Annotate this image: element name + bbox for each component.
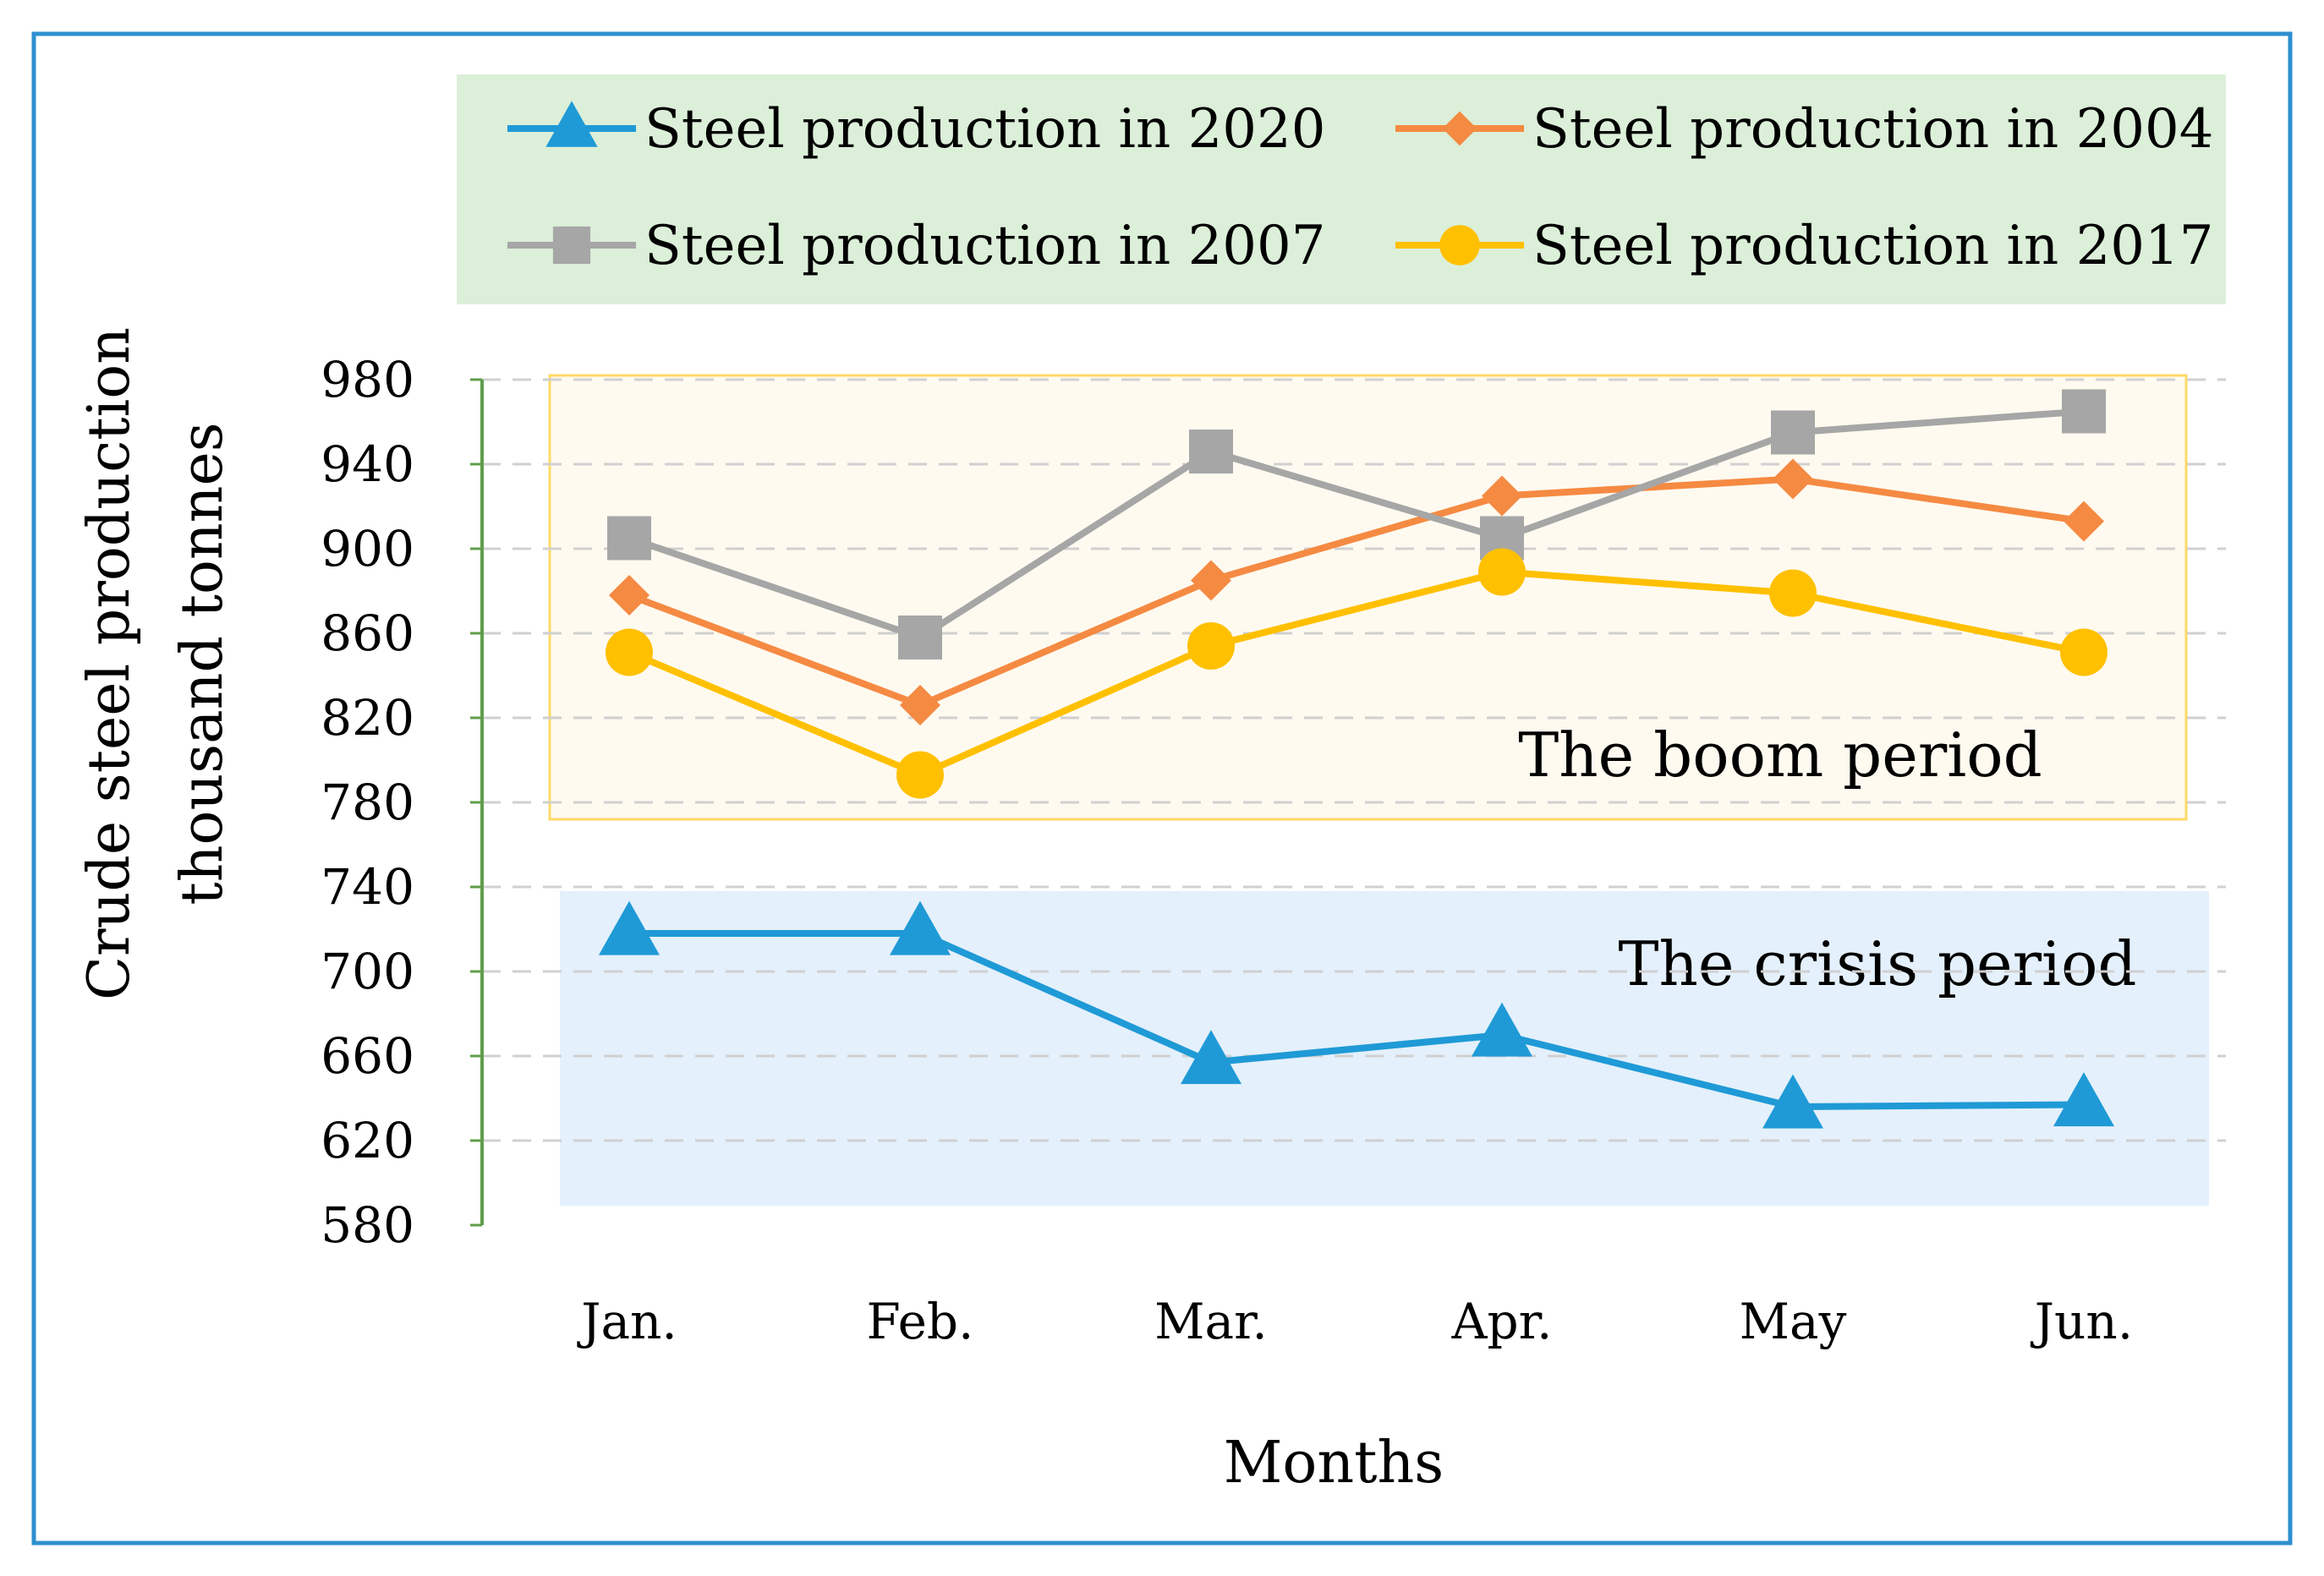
- series-line: [629, 930, 2085, 1110]
- data-point-marker: [609, 575, 650, 616]
- data-point-marker: [1769, 569, 1817, 617]
- series-line: [628, 568, 2085, 779]
- data-point-marker: [900, 685, 940, 725]
- data-point-marker: [896, 751, 944, 799]
- boom-period-label: The boom period: [1518, 720, 2042, 791]
- data-point-marker: [1478, 548, 1526, 596]
- crisis-period-label: The crisis period: [1618, 928, 2136, 999]
- y-tick-label: 740: [321, 858, 414, 916]
- data-point-marker: [1773, 458, 1813, 500]
- data-point-marker: [1187, 622, 1235, 670]
- gridlines: [482, 378, 2226, 1142]
- series-lines: [628, 408, 2085, 1110]
- legend-label: Steel production in 2020: [644, 98, 1325, 161]
- data-point-marker: [1771, 410, 1815, 455]
- legend-marker: [1442, 111, 1477, 146]
- legend: Steel production in 2020 Steel production…: [507, 98, 2213, 277]
- boom-period-region: [548, 374, 2188, 821]
- legend-marker: [552, 226, 591, 265]
- y-tick-label: 940: [321, 435, 414, 493]
- data-point-marker: [2064, 501, 2104, 542]
- legend-marker: [1439, 225, 1480, 265]
- series-line: [628, 408, 2085, 641]
- y-tick-label: 900: [321, 520, 414, 577]
- data-point-marker: [2062, 389, 2106, 434]
- legend-label: Steel production in 2004: [1532, 98, 2213, 161]
- y-tick-label: 700: [321, 943, 414, 1000]
- data-point-marker: [1189, 430, 1233, 473]
- y-tick-label: 620: [321, 1112, 414, 1169]
- data-point-marker: [2060, 628, 2107, 676]
- data-point-marker: [2053, 1072, 2114, 1127]
- data-point-marker: [606, 628, 653, 676]
- y-tick-label: 860: [321, 605, 414, 662]
- y-axis-ticks: 580 620 660 700 740 780 820 860 900 940 980: [321, 351, 482, 1254]
- y-axis-title-line2: thousand tonnes: [169, 422, 236, 905]
- data-point-marker: [1191, 560, 1231, 601]
- y-tick-label: 820: [321, 689, 414, 747]
- x-axis-ticks: Jan. Feb. Mar. Apr. May Jun.: [577, 1293, 2133, 1350]
- series-line: [628, 475, 2085, 709]
- y-tick-label: 580: [321, 1196, 414, 1254]
- x-tick-label: Apr.: [1451, 1293, 1553, 1350]
- y-axis-title-line1: Crude steel production: [76, 327, 143, 1000]
- y-tick-label: 660: [321, 1027, 414, 1085]
- data-point-marker: [607, 516, 651, 561]
- x-tick-label: Mar.: [1154, 1293, 1268, 1350]
- x-tick-label: Feb.: [867, 1293, 974, 1350]
- data-point-marker: [898, 616, 942, 659]
- data-point-marker: [1181, 1030, 1241, 1085]
- data-point-marker: [1472, 1002, 1532, 1057]
- data-point-marker: [1482, 475, 1522, 517]
- data-point-marker: [890, 900, 951, 955]
- legend-label: Steel production in 2017: [1532, 215, 2213, 277]
- x-tick-label: May: [1740, 1293, 1847, 1350]
- x-tick-label: Jan.: [577, 1293, 677, 1350]
- series-markers: [599, 389, 2114, 1129]
- legend-marker: [545, 101, 598, 147]
- y-tick-label: 980: [321, 351, 414, 408]
- x-tick-label: Jun.: [2031, 1293, 2133, 1350]
- data-point-marker: [1762, 1074, 1823, 1129]
- x-axis-title: Months: [1224, 1430, 1444, 1497]
- legend-background: [457, 74, 2226, 304]
- y-tick-label: 780: [321, 774, 414, 831]
- data-point-marker: [599, 900, 660, 955]
- legend-label: Steel production in 2007: [644, 215, 1325, 277]
